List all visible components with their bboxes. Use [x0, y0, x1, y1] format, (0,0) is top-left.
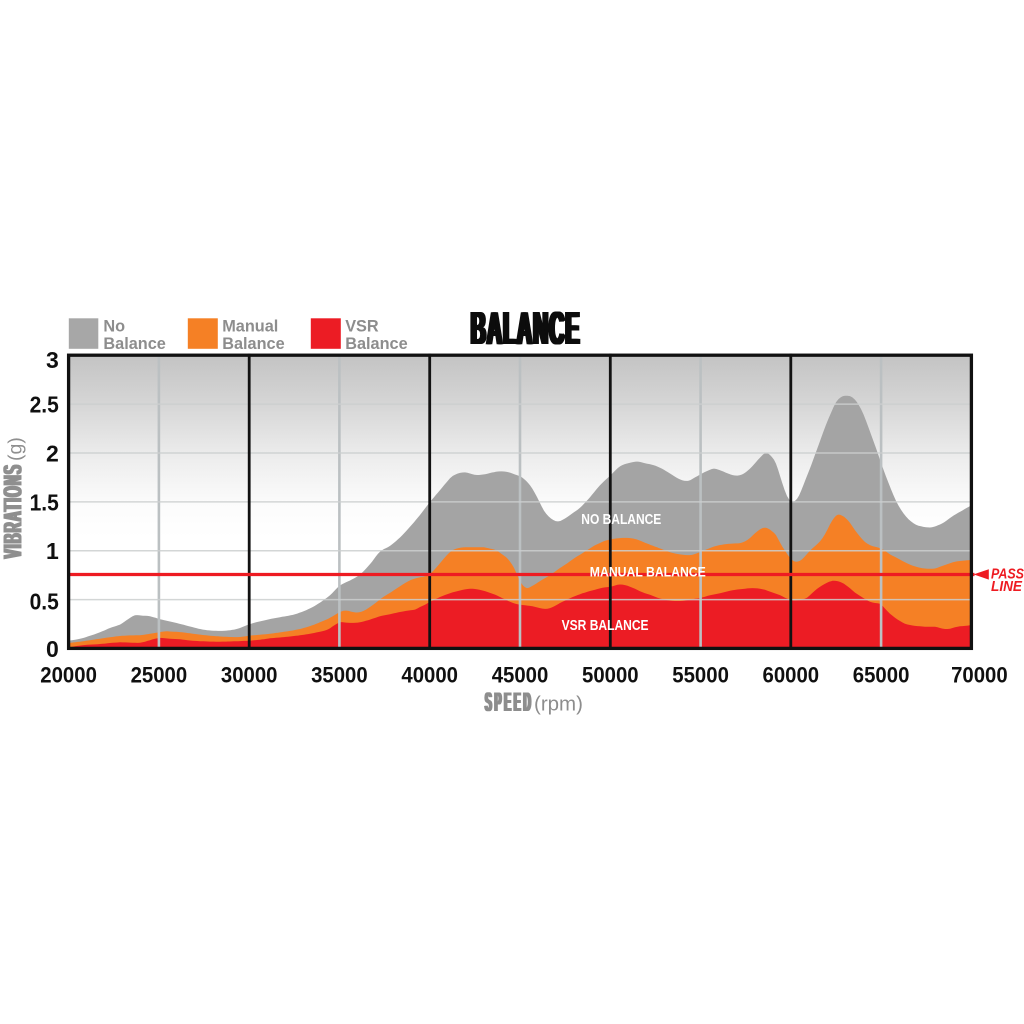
svg-text:60000: 60000: [763, 663, 820, 688]
svg-text:VIBRATIONS: VIBRATIONS: [0, 465, 28, 560]
svg-text:Balance: Balance: [222, 335, 284, 353]
svg-text:BALANCE: BALANCE: [471, 301, 581, 354]
svg-text:LINE: LINE: [991, 579, 1023, 595]
svg-text:2.5: 2.5: [30, 392, 59, 418]
svg-text:45000: 45000: [492, 663, 549, 688]
svg-text:Balance: Balance: [103, 335, 165, 353]
svg-text:1.5: 1.5: [30, 489, 59, 515]
svg-text:2: 2: [46, 440, 59, 466]
svg-text:VSR: VSR: [345, 317, 379, 335]
svg-text:50000: 50000: [582, 663, 639, 688]
svg-text:SPEED: SPEED: [484, 687, 533, 717]
svg-text:PASS: PASS: [991, 567, 1024, 583]
svg-text:No: No: [103, 317, 125, 335]
svg-text:0.5: 0.5: [30, 589, 59, 615]
svg-text:(rpm): (rpm): [534, 692, 583, 715]
svg-text:NO BALANCE: NO BALANCE: [581, 512, 661, 528]
svg-text:0: 0: [46, 636, 59, 662]
svg-text:VSR BALANCE: VSR BALANCE: [562, 618, 649, 634]
svg-text:1: 1: [46, 538, 59, 564]
svg-text:SPEED: SPEED: [486, 687, 535, 717]
svg-text:40000: 40000: [401, 663, 458, 688]
svg-text:3: 3: [46, 347, 59, 373]
svg-text:VIBRATIONS: VIBRATIONS: [0, 463, 28, 558]
svg-text:MANUAL BALANCE: MANUAL BALANCE: [590, 565, 706, 580]
svg-text:(g): (g): [5, 437, 27, 461]
svg-text:70000: 70000: [951, 663, 1008, 688]
svg-text:Balance: Balance: [345, 335, 407, 353]
svg-text:30000: 30000: [221, 663, 278, 688]
svg-text:Manual: Manual: [222, 317, 278, 335]
svg-text:SPEED: SPEED: [485, 687, 534, 717]
svg-text:25000: 25000: [131, 663, 188, 688]
svg-text:BALANCE: BALANCE: [470, 301, 580, 354]
svg-text:BALANCE: BALANCE: [469, 301, 579, 354]
svg-text:BALANCE: BALANCE: [473, 301, 583, 354]
svg-text:35000: 35000: [311, 663, 368, 688]
svg-text:VIBRATIONS: VIBRATIONS: [0, 464, 28, 559]
svg-text:55000: 55000: [672, 663, 729, 688]
svg-text:65000: 65000: [853, 663, 910, 688]
svg-text:20000: 20000: [40, 663, 97, 688]
